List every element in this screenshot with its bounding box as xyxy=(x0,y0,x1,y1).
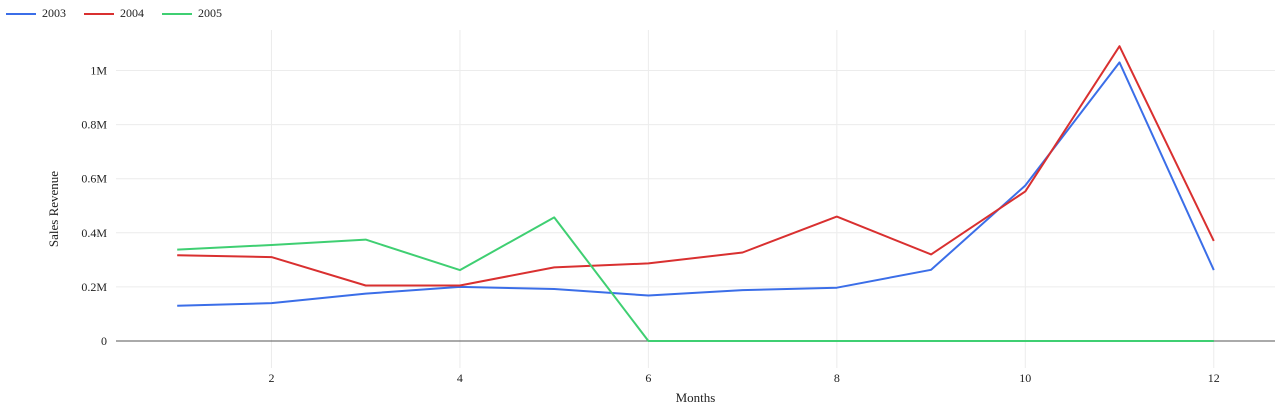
legend-label-2005: 2005 xyxy=(198,6,222,20)
x-tick-labels: 2 4 6 8 10 12 xyxy=(268,371,1219,385)
x-tick-label-8: 8 xyxy=(834,371,840,385)
y-tick-label-1: 0.2M xyxy=(81,280,107,294)
legend-item-2003[interactable]: 2003 xyxy=(6,6,66,21)
y-tick-label-0: 0 xyxy=(101,334,107,348)
legend: 2003 2004 2005 xyxy=(6,6,222,21)
y-tick-label-4: 0.8M xyxy=(81,118,107,132)
x-tick-label-6: 6 xyxy=(645,371,651,385)
legend-swatch-2004 xyxy=(84,12,114,15)
series-line-2003 xyxy=(177,61,1215,307)
legend-label-2003: 2003 xyxy=(42,6,66,20)
series-line-2004 xyxy=(177,45,1215,287)
legend-swatch-2005 xyxy=(162,12,192,15)
x-tick-label-4: 4 xyxy=(457,371,463,385)
x-tick-label-12: 12 xyxy=(1208,371,1220,385)
legend-label-2004: 2004 xyxy=(120,6,144,20)
gridlines xyxy=(116,30,1275,368)
y-tick-label-5: 1M xyxy=(90,64,107,78)
series-lines xyxy=(177,45,1215,342)
legend-swatch-2003 xyxy=(6,12,36,15)
y-tick-label-3: 0.6M xyxy=(81,172,107,186)
y-axis-title: Sales Revenue xyxy=(46,171,61,247)
legend-item-2004[interactable]: 2004 xyxy=(84,6,144,21)
series-line-2005 xyxy=(177,216,1214,342)
y-tick-label-2: 0.4M xyxy=(81,226,107,240)
y-tick-labels: 0 0.2M 0.4M 0.6M 0.8M 1M xyxy=(81,64,107,348)
x-axis-title: Months xyxy=(676,390,716,405)
legend-item-2005[interactable]: 2005 xyxy=(162,6,222,21)
x-tick-label-2: 2 xyxy=(268,371,274,385)
x-tick-label-10: 10 xyxy=(1019,371,1031,385)
